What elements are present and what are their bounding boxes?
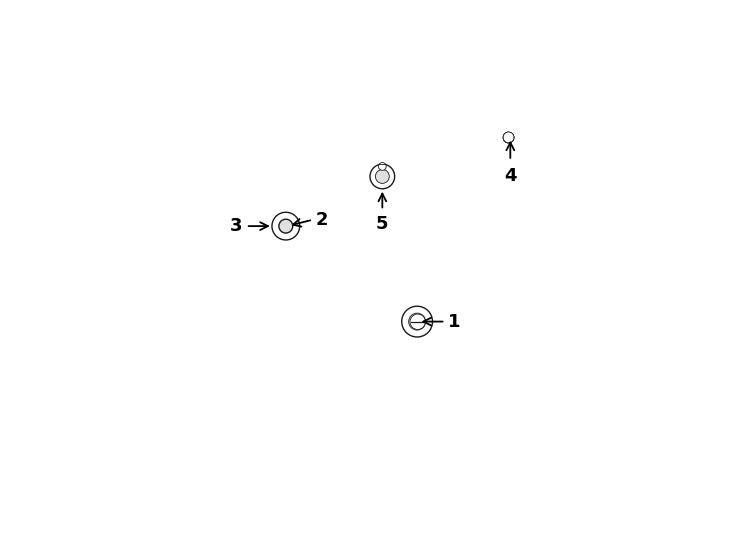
Circle shape	[414, 318, 420, 325]
Circle shape	[282, 223, 289, 230]
Circle shape	[283, 223, 290, 230]
Polygon shape	[417, 322, 419, 323]
Polygon shape	[285, 225, 288, 226]
Circle shape	[416, 319, 421, 324]
Circle shape	[279, 219, 293, 233]
Circle shape	[281, 222, 288, 230]
Circle shape	[272, 212, 299, 240]
Circle shape	[414, 318, 421, 324]
Polygon shape	[509, 137, 512, 138]
Circle shape	[283, 222, 289, 229]
Circle shape	[370, 164, 395, 189]
Text: 3: 3	[230, 217, 243, 235]
Circle shape	[401, 306, 432, 337]
Circle shape	[375, 170, 389, 184]
Circle shape	[282, 222, 288, 230]
Circle shape	[283, 223, 289, 230]
Circle shape	[413, 319, 418, 325]
Circle shape	[504, 132, 514, 143]
Circle shape	[409, 313, 426, 330]
Polygon shape	[508, 137, 511, 138]
Circle shape	[413, 318, 420, 325]
Circle shape	[415, 318, 421, 325]
Circle shape	[285, 222, 291, 230]
Circle shape	[413, 319, 419, 325]
Circle shape	[413, 319, 419, 325]
Circle shape	[416, 319, 422, 325]
Circle shape	[285, 222, 291, 230]
Circle shape	[280, 221, 291, 231]
Circle shape	[413, 319, 418, 325]
Circle shape	[379, 163, 386, 170]
Circle shape	[504, 132, 514, 143]
Circle shape	[410, 314, 426, 329]
Circle shape	[284, 222, 291, 230]
Polygon shape	[418, 321, 419, 322]
Text: 1: 1	[448, 313, 460, 330]
Circle shape	[415, 319, 422, 325]
Circle shape	[415, 318, 421, 324]
Circle shape	[415, 318, 421, 325]
Circle shape	[417, 320, 421, 324]
Polygon shape	[415, 321, 419, 322]
Circle shape	[414, 319, 421, 325]
Circle shape	[283, 222, 290, 229]
Circle shape	[505, 133, 512, 141]
Circle shape	[505, 134, 512, 141]
Circle shape	[413, 319, 420, 325]
Circle shape	[415, 319, 421, 325]
Circle shape	[415, 319, 421, 324]
Circle shape	[413, 319, 419, 325]
Circle shape	[505, 134, 512, 141]
Circle shape	[284, 222, 291, 230]
Text: 2: 2	[316, 211, 329, 228]
Polygon shape	[415, 321, 419, 322]
Polygon shape	[508, 137, 512, 138]
Circle shape	[415, 319, 421, 325]
Polygon shape	[285, 225, 288, 226]
Circle shape	[415, 319, 421, 325]
Circle shape	[415, 319, 422, 325]
Text: 4: 4	[504, 167, 517, 185]
Circle shape	[504, 132, 514, 143]
Circle shape	[283, 222, 291, 229]
Circle shape	[284, 222, 291, 229]
Circle shape	[284, 222, 291, 230]
Text: 5: 5	[376, 215, 388, 233]
Circle shape	[283, 223, 290, 230]
Circle shape	[414, 319, 420, 325]
Circle shape	[283, 222, 290, 229]
Circle shape	[283, 223, 290, 230]
Circle shape	[284, 222, 291, 229]
Circle shape	[413, 319, 419, 325]
Circle shape	[282, 222, 288, 230]
Circle shape	[281, 222, 288, 230]
Circle shape	[416, 319, 422, 325]
Circle shape	[282, 222, 288, 230]
Circle shape	[282, 222, 289, 229]
